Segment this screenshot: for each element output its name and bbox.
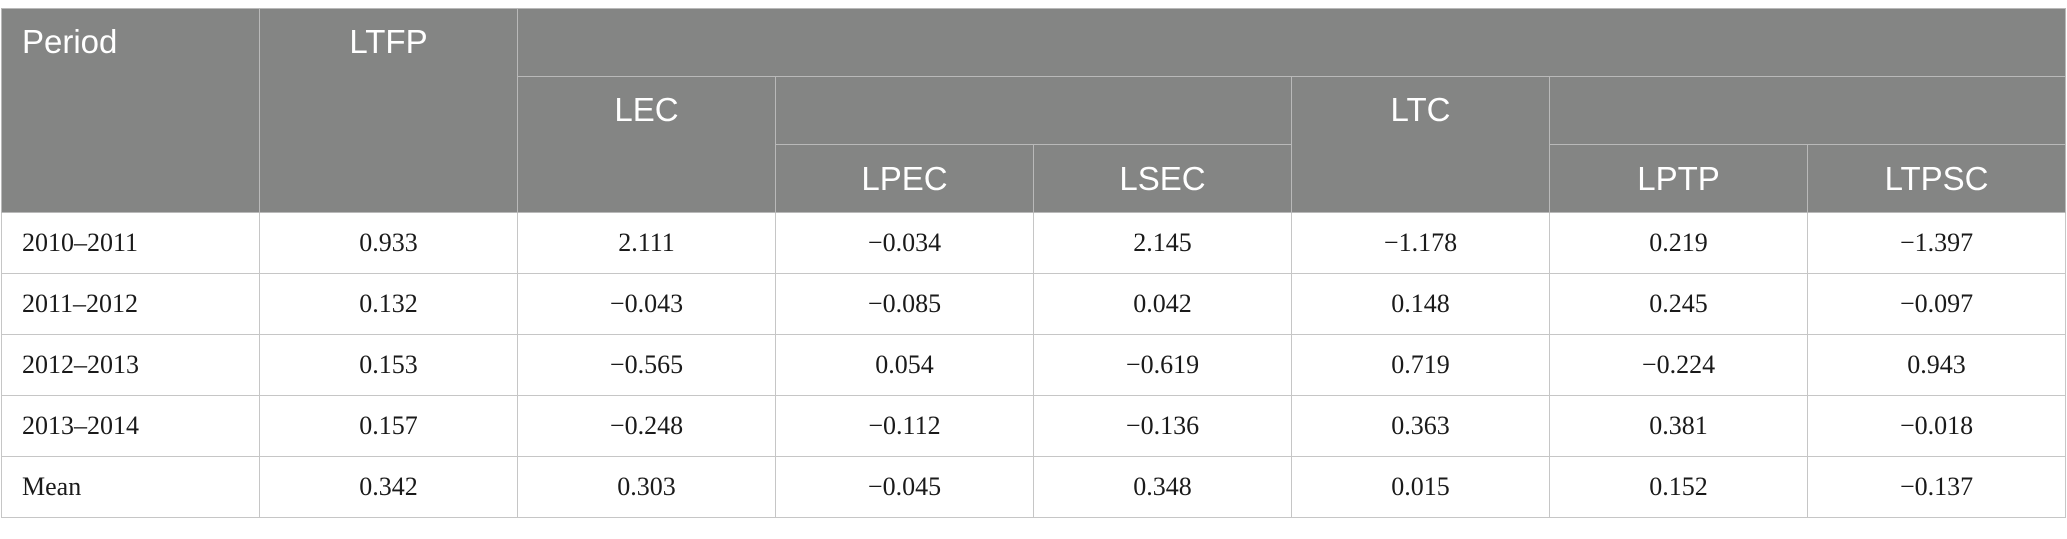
cell-ltfp: 0.132: [259, 273, 518, 335]
header-ltc: LTC: [1291, 76, 1550, 213]
table-row: 2010–2011 0.933 2.111 −0.034 2.145 −1.17…: [1, 212, 2067, 274]
row-label: 2011–2012: [1, 273, 260, 335]
table-body: 2010–2011 0.933 2.111 −0.034 2.145 −1.17…: [1, 212, 2067, 518]
cell-ltpsc: −0.097: [1806, 273, 2067, 335]
cell-ltpsc: −0.137: [1806, 456, 2067, 518]
table-row: 2012–2013 0.153 −0.565 0.054 −0.619 0.71…: [1, 334, 2067, 396]
header-ltpsc: LTPSC: [1806, 144, 2067, 213]
header-period: Period: [1, 8, 260, 213]
table-row: 2011–2012 0.132 −0.043 −0.085 0.042 0.14…: [1, 273, 2067, 335]
cell-lsec: 0.348: [1033, 456, 1292, 518]
cell-ltc: 0.719: [1291, 334, 1550, 396]
row-label: 2012–2013: [1, 334, 260, 396]
cell-lptp: 0.152: [1549, 456, 1808, 518]
cell-ltfp: 0.157: [259, 395, 518, 457]
table-header: Period LTFP LEC LTC LPEC LSEC LPTP LTPSC: [1, 8, 2067, 213]
table-container: Period LTFP LEC LTC LPEC LSEC LPTP LTPSC…: [1, 8, 2067, 518]
row-label: 2013–2014: [1, 395, 260, 457]
table-row: 2013–2014 0.157 −0.248 −0.112 −0.136 0.3…: [1, 395, 2067, 457]
row-label: 2010–2011: [1, 212, 260, 274]
cell-lpec: 0.054: [775, 334, 1034, 396]
header-lpec: LPEC: [775, 144, 1034, 213]
cell-lec: −0.565: [517, 334, 776, 396]
row-label: Mean: [1, 456, 260, 518]
cell-ltpsc: 0.943: [1806, 334, 2067, 396]
header-lptp: LPTP: [1549, 144, 1808, 213]
cell-lptp: 0.381: [1549, 395, 1808, 457]
cell-ltfp: 0.153: [259, 334, 518, 396]
cell-ltfp: 0.342: [259, 456, 518, 518]
cell-lpec: −0.034: [775, 212, 1034, 274]
cell-lpec: −0.112: [775, 395, 1034, 457]
cell-ltc: 0.363: [1291, 395, 1550, 457]
cell-lsec: −0.619: [1033, 334, 1292, 396]
cell-ltpsc: −0.018: [1806, 395, 2067, 457]
cell-lpec: −0.045: [775, 456, 1034, 518]
cell-lpec: −0.085: [775, 273, 1034, 335]
cell-lsec: 0.042: [1033, 273, 1292, 335]
header-lsec: LSEC: [1033, 144, 1292, 213]
cell-ltpsc: −1.397: [1806, 212, 2067, 274]
cell-lec: −0.043: [517, 273, 776, 335]
cell-lsec: −0.136: [1033, 395, 1292, 457]
table-row: Mean 0.342 0.303 −0.045 0.348 0.015 0.15…: [1, 456, 2067, 518]
cell-ltfp: 0.933: [259, 212, 518, 274]
cell-lsec: 2.145: [1033, 212, 1292, 274]
cell-ltc: 0.148: [1291, 273, 1550, 335]
header-ltc-subgroup-blank: [1548, 76, 2067, 145]
cell-lec: 2.111: [517, 212, 776, 274]
cell-lptp: 0.219: [1549, 212, 1808, 274]
cell-lptp: 0.245: [1549, 273, 1808, 335]
header-ltfp: LTFP: [259, 8, 518, 213]
cell-ltc: 0.015: [1291, 456, 1550, 518]
cell-lec: −0.248: [517, 395, 776, 457]
header-lec-subgroup-blank: [775, 76, 1292, 145]
cell-ltc: −1.178: [1291, 212, 1550, 274]
data-table: Period LTFP LEC LTC LPEC LSEC LPTP LTPSC…: [1, 8, 2067, 518]
cell-lec: 0.303: [517, 456, 776, 518]
cell-lptp: −0.224: [1549, 334, 1808, 396]
header-lec: LEC: [517, 76, 776, 213]
header-group-blank: [516, 8, 2067, 77]
